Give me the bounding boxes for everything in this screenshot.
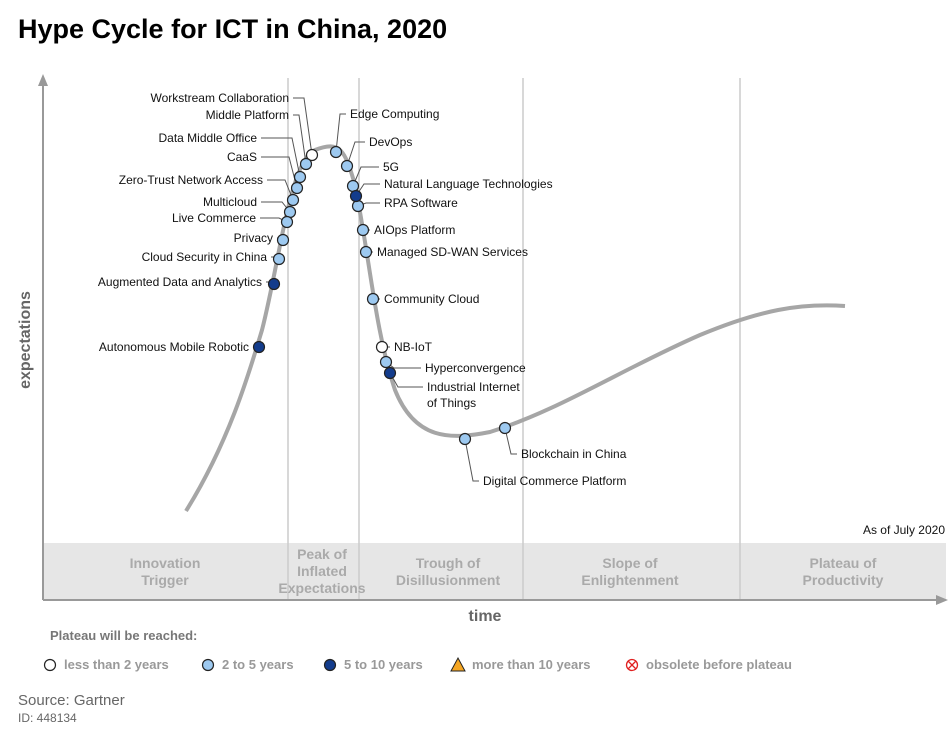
leader-line [261,156,298,189]
tech-label: Middle Platform [205,108,289,122]
tech-dot [359,245,373,259]
legend-marker [43,658,57,672]
as-of: As of July 2020 [863,523,945,537]
tech-dot [340,159,354,173]
tech-label: Multicloud [202,195,257,209]
tech-label: Live Commerce [171,211,256,225]
tech-label: Hyperconvergence [425,361,526,375]
tech-dot [458,432,472,446]
doc-id: ID: 448134 [18,711,77,725]
phase-label: Plateau of Productivity [802,555,884,588]
source: Source: Gartner [18,692,125,709]
leader-line [261,137,301,178]
tech-label: RPA Software [384,196,458,210]
tech-dot [356,223,370,237]
legend-markers [43,656,639,672]
tech-label: Edge Computing [350,107,440,121]
tech-label: AIOps Platform [374,223,456,237]
tech-dot [252,340,266,354]
legend-marker [323,658,337,672]
legend-marker [450,656,466,672]
title: Hype Cycle for ICT in China, 2020 [18,14,448,44]
phase-label: Peak of Inflated Expectations [278,546,366,596]
legend-marker [201,658,215,672]
tech-label: Zero-Trust Network Access [118,173,263,187]
tech-label: Natural Language Technologies [384,177,553,191]
legend-label: 2 to 5 years [222,657,294,672]
tech-label: Data Middle Office [158,131,258,145]
axes [38,74,948,605]
tech-dot [375,340,389,354]
tech-label: Cloud Security in China [141,250,267,264]
tech-label: NB-IoT [394,340,433,354]
legend-label: 5 to 10 years [344,657,423,672]
tech-label: Augmented Data and Analytics [97,275,262,289]
tech-label: DevOps [369,135,413,149]
phase-label: Trough of Disillusionment [395,555,501,588]
tech-dot [383,366,397,380]
tech-dot [329,145,343,159]
tech-label: Community Cloud [384,292,480,306]
tech-label: Managed SD-WAN Services [377,245,528,259]
tech-label: CaaS [226,150,257,164]
legend-title: Plateau will be reached: [50,628,198,643]
tech-label: Privacy [233,231,273,245]
leader-line [352,166,379,187]
phase-label: Innovation Trigger [129,555,201,588]
x-axis-label: time [469,608,502,625]
tech-dot [346,179,360,193]
tech-label: Workstream Collaboration [150,91,290,105]
phase-dividers [287,78,741,600]
leader-line [346,141,365,167]
tech-dot [379,355,393,369]
tech-dot [272,252,286,266]
leader-line [464,438,479,482]
legend-label: more than 10 years [472,657,591,672]
leader-line [293,97,313,156]
tech-label: Digital Commerce Platform [483,474,627,488]
leader-line [335,113,346,153]
tech-dot [293,170,307,184]
tech-label: Industrial Internet of Things [427,380,520,410]
leader-line [267,179,294,201]
tech-label: Blockchain in China [521,447,627,461]
tech-dot [299,157,313,171]
leader-line [504,427,517,455]
tech-dot [280,215,294,229]
tech-dot [349,189,363,203]
legend-label: less than 2 years [64,657,169,672]
y-axis-label: expectations [17,291,34,389]
leaders [253,97,517,482]
tech-label: 5G [383,160,400,174]
legend-marker [628,661,636,669]
leader-line [293,114,307,165]
tech-dot [290,181,304,195]
legend-label: obsolete before plateau [646,657,792,672]
tech-dot [283,205,297,219]
phase-label: Slope of Enlightenment [581,555,679,588]
tech-dot [267,277,281,291]
tech-dot [351,199,365,213]
dots [252,145,512,446]
tech-dot [366,292,380,306]
tech-label: Autonomous Mobile Robotic [98,340,249,354]
tech-dot [276,233,290,247]
tech-dot [305,148,319,162]
phase-band [43,543,946,600]
hype-curve [184,144,846,513]
tech-dot [286,193,300,207]
tech-dot [498,421,512,435]
